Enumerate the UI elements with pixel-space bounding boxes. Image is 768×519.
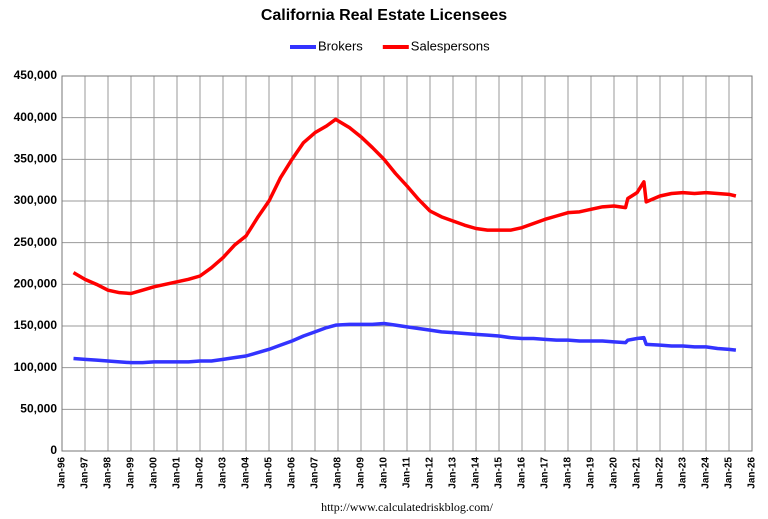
x-tick-label: Jan-02 xyxy=(195,457,206,489)
y-tick-label: 200,000 xyxy=(14,277,58,291)
x-tick-label: Jan-22 xyxy=(655,457,666,489)
x-tick-label: Jan-96 xyxy=(57,457,68,489)
x-tick-label: Jan-05 xyxy=(264,457,275,489)
x-tick-label: Jan-12 xyxy=(425,457,436,489)
y-tick-label: 450,000 xyxy=(14,68,58,82)
x-tick-label: Jan-15 xyxy=(494,457,505,489)
x-tick-label: Jan-24 xyxy=(701,457,712,489)
x-tick-label: Jan-98 xyxy=(103,457,114,489)
y-tick-label: 400,000 xyxy=(14,110,58,124)
chart-title: California Real Estate Licensees xyxy=(261,7,507,24)
y-tick-label: 250,000 xyxy=(14,235,58,249)
source: http://www.calculatedriskblog.com/ xyxy=(321,500,494,514)
x-tick-label: Jan-25 xyxy=(724,457,735,489)
x-tick-label: Jan-10 xyxy=(379,457,390,489)
x-tick-label: Jan-06 xyxy=(287,457,298,489)
x-tick-label: Jan-01 xyxy=(172,457,183,489)
y-tick-label: 100,000 xyxy=(14,360,58,374)
x-tick-label: Jan-07 xyxy=(310,457,321,489)
y-tick-label: 50,000 xyxy=(20,402,57,416)
y-tick-label: 150,000 xyxy=(14,318,58,332)
y-tick-label: 300,000 xyxy=(14,193,58,207)
x-tick-label: Jan-08 xyxy=(333,457,344,489)
x-tick-label: Jan-17 xyxy=(540,457,551,489)
x-tick-label: Jan-20 xyxy=(609,457,620,489)
x-tick-label: Jan-26 xyxy=(747,457,758,489)
x-tick-label: Jan-16 xyxy=(517,457,528,489)
y-tick-label: 350,000 xyxy=(14,152,58,166)
x-tick-label: Jan-00 xyxy=(149,457,160,489)
x-tick-label: Jan-09 xyxy=(356,457,367,489)
legend-label: Salespersons xyxy=(411,38,490,53)
x-tick-label: Jan-19 xyxy=(586,457,597,489)
x-tick-label: Jan-14 xyxy=(471,457,482,489)
x-tick-label: Jan-21 xyxy=(632,457,643,489)
data-line xyxy=(73,321,737,365)
x-tick-label: Jan-97 xyxy=(80,457,91,489)
x-tick-label: Jan-99 xyxy=(126,457,137,489)
plot-border xyxy=(61,75,753,452)
x-tick-label: Jan-11 xyxy=(402,457,413,489)
y-tick-label: 0 xyxy=(50,443,57,457)
x-tick-label: Jan-18 xyxy=(563,457,574,489)
data-line xyxy=(72,117,737,296)
x-tick-label: Jan-13 xyxy=(448,457,459,489)
x-tick-label: Jan-23 xyxy=(678,457,689,489)
legend-label: Brokers xyxy=(318,38,363,53)
x-tick-label: Jan-03 xyxy=(218,457,229,489)
x-tick-label: Jan-04 xyxy=(241,457,252,489)
